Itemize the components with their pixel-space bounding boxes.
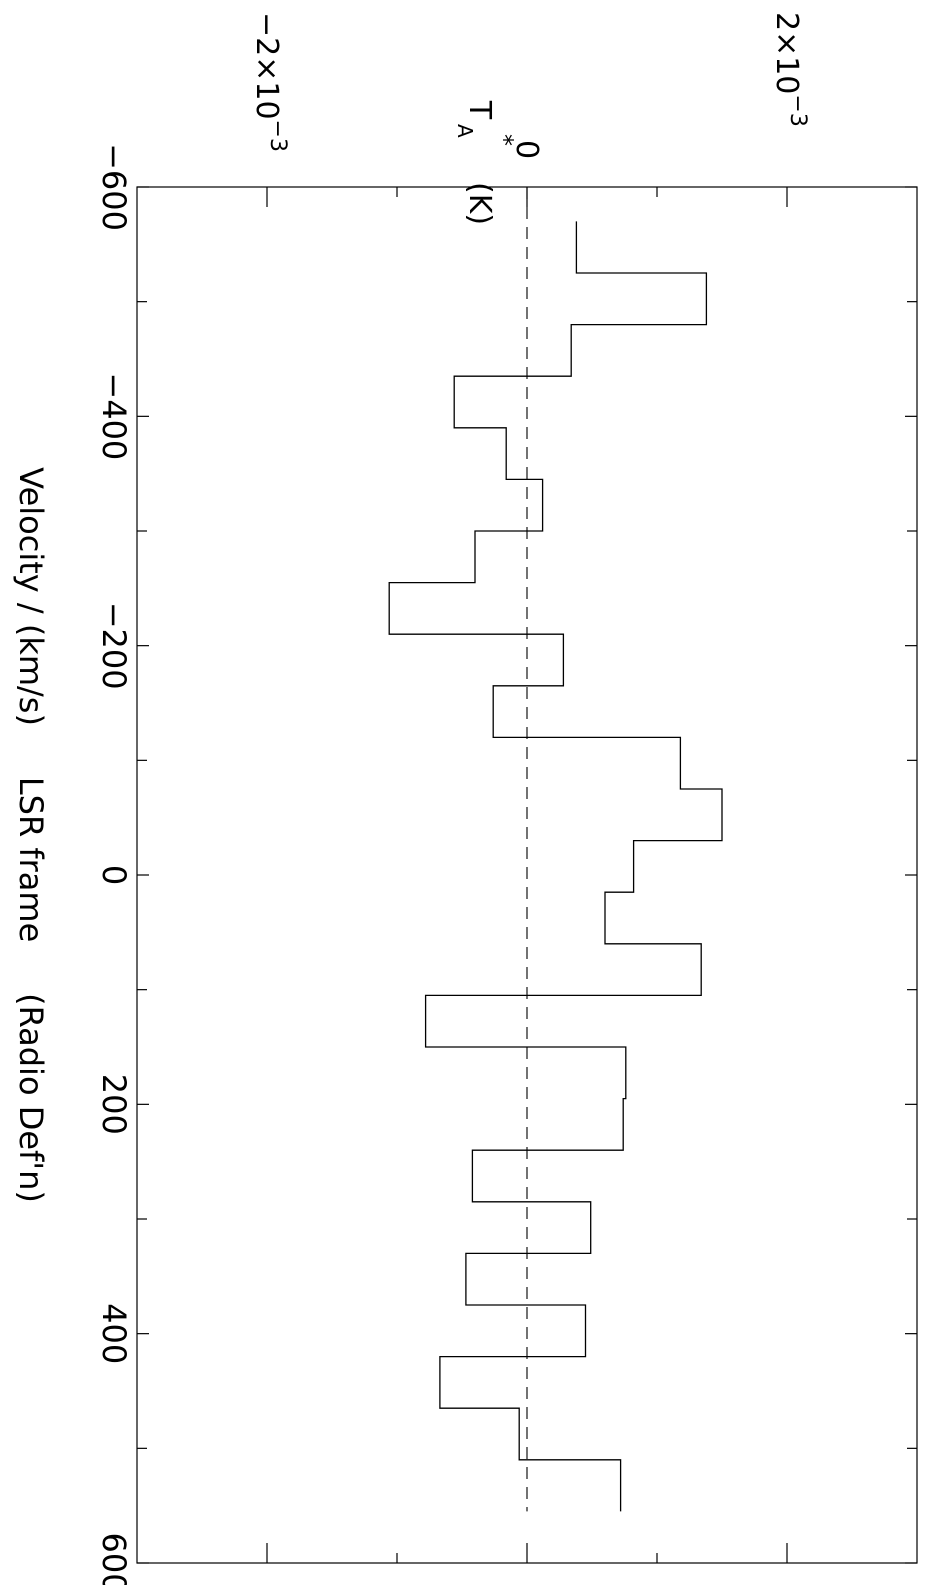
x-tick-label: 400 — [95, 1303, 133, 1364]
ylabel-main: T — [462, 100, 497, 120]
y-tick-mantissa: −2×10 — [249, 12, 284, 120]
x-tick-label: −400 — [95, 372, 133, 460]
y-tick-label: 0 — [509, 140, 544, 159]
ylabel-unit: (K) — [462, 182, 497, 225]
xlabel: Velocity / (km/s) LSR frame (Radio Def'n… — [12, 467, 50, 1203]
axis-ticks — [137, 186, 917, 1564]
y-tick-mantissa: 0 — [509, 140, 544, 159]
spectrum-series — [388, 221, 723, 1512]
x-tick-label: 200 — [95, 1074, 133, 1135]
x-tick-label: 0 — [95, 865, 133, 885]
ylabel-group: T A * (K) — [453, 100, 518, 225]
x-tick-label: −600 — [95, 143, 133, 231]
ylabel-sub: A — [453, 124, 477, 138]
series-group — [388, 221, 723, 1512]
y-tick-exponent: −3 — [785, 94, 810, 126]
y-tick-label: −2×10−3 — [249, 12, 290, 152]
y-tick-label: 2×10−3 — [769, 12, 810, 127]
x-tick-label: −200 — [95, 602, 133, 690]
x-tick-label: 600 — [95, 1532, 133, 1585]
y-tick-mantissa: 2×10 — [769, 12, 804, 94]
y-tick-exponent: −3 — [265, 120, 290, 152]
ylabel-sup: * — [490, 134, 518, 146]
